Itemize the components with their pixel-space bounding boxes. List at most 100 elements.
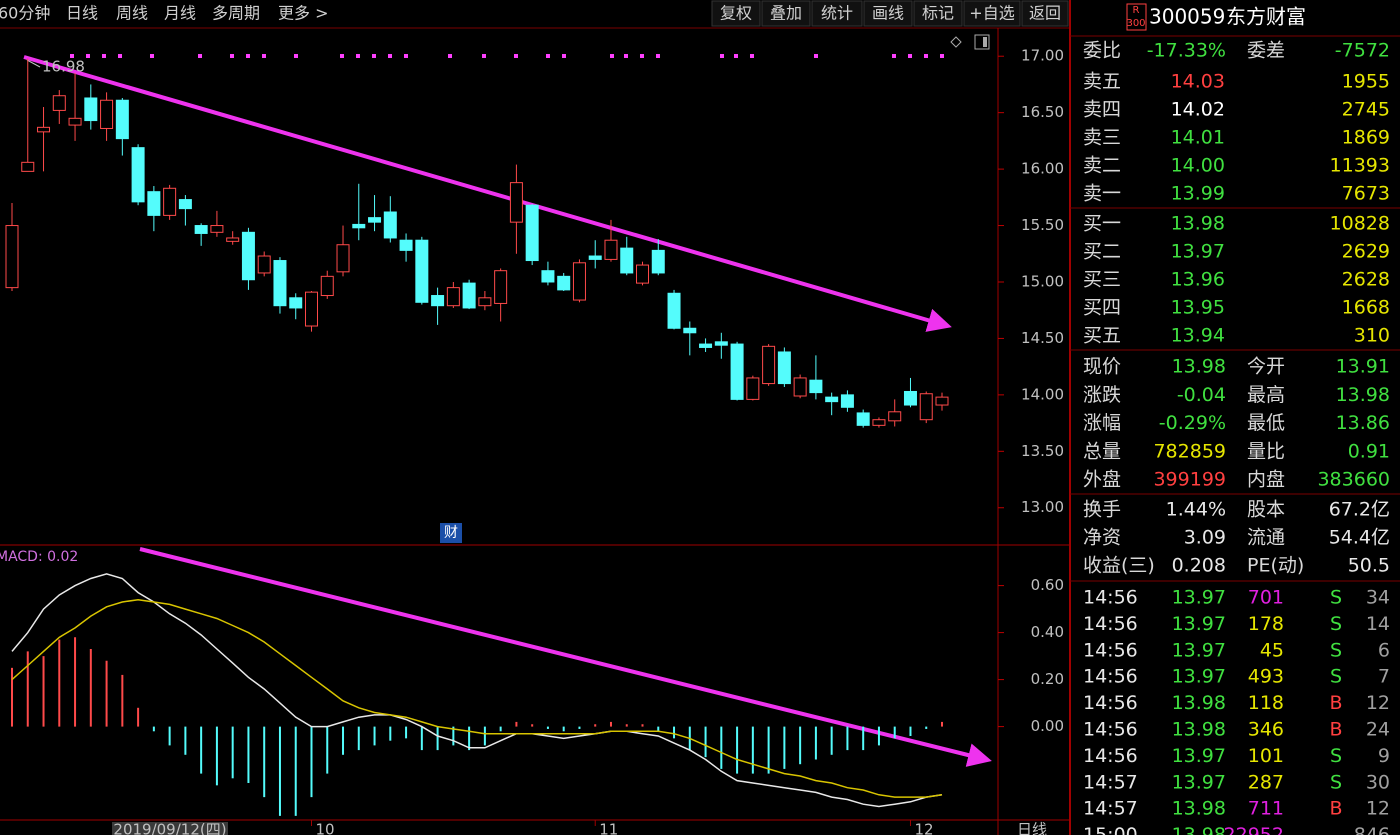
y-tick-label: 14.50 xyxy=(1021,329,1064,347)
candle-body xyxy=(714,341,728,346)
toolbar-button-label[interactable]: 标记 xyxy=(922,4,954,23)
quote-cell: 买二 xyxy=(1083,241,1121,263)
trade-time: 15:00 xyxy=(1083,824,1138,835)
trade-price: 13.97 xyxy=(1172,771,1226,793)
candle-body xyxy=(793,377,807,397)
quote-cell: 净资 xyxy=(1083,527,1121,549)
signal-dot xyxy=(814,54,818,58)
max-label: 16.98 xyxy=(42,58,85,76)
toolbar-button-label[interactable]: 返回 xyxy=(1029,4,1061,23)
trade-side: S xyxy=(1330,639,1342,661)
trade-time: 14:57 xyxy=(1083,771,1138,793)
icon-diamond[interactable] xyxy=(950,36,962,48)
quote-cell: PE(动) xyxy=(1247,555,1304,577)
macd-line xyxy=(11,598,943,798)
candle-body xyxy=(825,396,839,403)
candle-body xyxy=(52,95,66,111)
toolbar-button[interactable] xyxy=(863,0,913,27)
quote-cell: 383660 xyxy=(1317,469,1390,491)
quote-cell: 内盘 xyxy=(1247,469,1285,491)
candle-body xyxy=(446,287,460,307)
trade-volume: 346 xyxy=(1248,719,1284,741)
candle-body xyxy=(304,291,318,327)
toolbar-tab[interactable]: 周线 xyxy=(116,4,148,23)
annotation-box[interactable] xyxy=(440,523,462,543)
trade-count: 30 xyxy=(1366,771,1390,793)
trade-count: 9 xyxy=(1378,745,1390,767)
trade-volume: 118 xyxy=(1248,692,1284,714)
toolbar-tab[interactable]: 60分钟 xyxy=(0,4,50,23)
toolbar-button-label[interactable]: 统计 xyxy=(821,4,853,23)
toolbar-button[interactable] xyxy=(963,0,1021,27)
icon-panel[interactable] xyxy=(974,34,990,50)
trade-count: 12 xyxy=(1366,692,1390,714)
trade-volume: 711 xyxy=(1248,798,1284,820)
quote-cell: 14.02 xyxy=(1171,99,1225,121)
toolbar-tab[interactable]: 月线 xyxy=(164,4,196,23)
trade-volume: 101 xyxy=(1248,745,1284,767)
trade-count: 7 xyxy=(1378,666,1390,688)
quote-cell: 总量 xyxy=(1083,440,1121,462)
candle-body xyxy=(241,231,255,281)
quote-cell: 流通 xyxy=(1247,527,1285,549)
signal-dot xyxy=(750,54,754,58)
stock-code: 300059 xyxy=(1149,5,1225,29)
toolbar-button[interactable] xyxy=(811,0,863,27)
trade-price: 13.97 xyxy=(1172,639,1226,661)
trade-time: 14:56 xyxy=(1083,719,1138,741)
signal-dot xyxy=(734,54,738,58)
signal-dot xyxy=(624,54,628,58)
annotation[interactable]: 财 xyxy=(444,525,458,541)
candle-body xyxy=(194,225,208,234)
candle-body xyxy=(494,270,508,304)
quote-cell: 今开 xyxy=(1247,356,1285,378)
quote-cell: 14.03 xyxy=(1171,71,1225,93)
signal-dot xyxy=(118,54,122,58)
toolbar-button[interactable] xyxy=(761,0,811,27)
trend-line xyxy=(23,55,952,332)
candle-body xyxy=(903,390,917,406)
toolbar-tab[interactable]: 更多 > xyxy=(278,4,329,23)
trade-volume: 22952 xyxy=(1224,824,1284,835)
candle-body xyxy=(68,117,82,126)
toolbar-button[interactable] xyxy=(1021,0,1069,27)
quote-cell: 7673 xyxy=(1342,183,1390,205)
signal-dot xyxy=(356,54,360,58)
quote-cell: 最低 xyxy=(1247,412,1285,434)
quote-cell: 50.5 xyxy=(1348,555,1390,577)
candle-body xyxy=(651,249,665,274)
badge-top: R xyxy=(1133,5,1140,16)
candle-body xyxy=(5,225,19,289)
toolbar-button-label[interactable]: +自选 xyxy=(969,4,1014,23)
candle-body xyxy=(541,270,555,283)
signal-dot xyxy=(610,54,614,58)
y-tick-label: 0.00 xyxy=(1031,717,1064,735)
candle-body xyxy=(320,275,334,297)
candle-body xyxy=(525,204,539,262)
signal-dot xyxy=(514,54,518,58)
trade-side: S xyxy=(1330,666,1342,688)
toolbar-button[interactable] xyxy=(913,0,963,27)
toolbar-button-label[interactable]: 画线 xyxy=(872,4,904,23)
quote-cell: -0.29% xyxy=(1159,412,1226,434)
candle-body xyxy=(37,126,51,133)
toolbar-button-label[interactable]: 叠加 xyxy=(770,4,802,23)
signal-dot xyxy=(198,54,202,58)
quote-cell: 13.86 xyxy=(1336,412,1390,434)
candle-body xyxy=(762,345,776,385)
candle-body xyxy=(399,239,413,251)
quote-cell: 2628 xyxy=(1342,269,1390,291)
toolbar-tab[interactable]: 多周期 xyxy=(212,4,260,23)
signal-dot xyxy=(102,54,106,58)
toolbar-button[interactable] xyxy=(711,0,761,27)
candle-body xyxy=(809,379,823,394)
trade-side: S xyxy=(1330,613,1342,635)
quote-cell: 3.09 xyxy=(1184,527,1226,549)
toolbar-tab[interactable]: 日线 xyxy=(66,4,98,23)
quote-cell: 委比 xyxy=(1083,40,1121,62)
candle-body xyxy=(919,393,933,421)
trade-volume: 287 xyxy=(1248,771,1284,793)
toolbar-button-label[interactable]: 复权 xyxy=(720,4,752,23)
crosshair-label: 2019/09/12(四) xyxy=(113,821,226,835)
candle-body xyxy=(636,264,650,284)
